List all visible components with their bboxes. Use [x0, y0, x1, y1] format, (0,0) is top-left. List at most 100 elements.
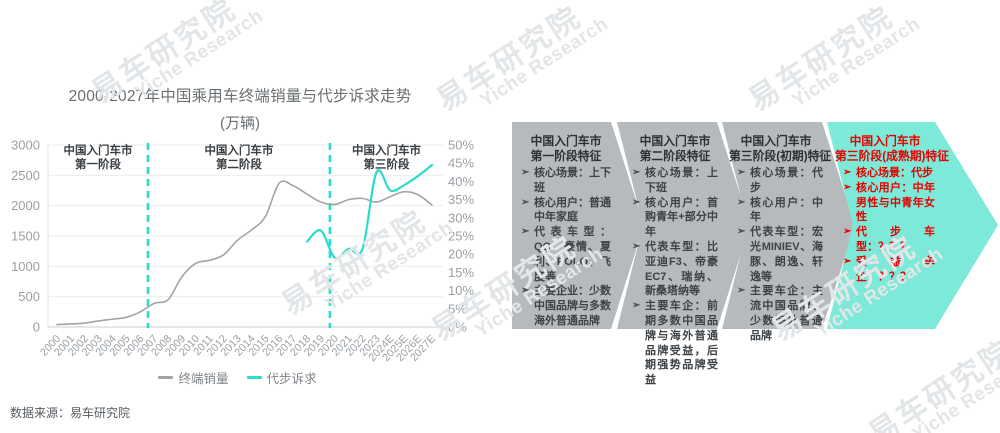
bullet-arrow-icon: ➢ [737, 196, 746, 208]
svg-text:第一阶段: 第一阶段 [75, 157, 121, 171]
panel-bullet-item: ➢ 代表车型：比亚迪F3、帝豪EC7、瑞纳、新桑塔纳等 [632, 240, 718, 299]
bullet-arrow-icon: ➢ [632, 167, 641, 178]
panel-bullet-item: ➢ 核心场景：代步 [737, 166, 823, 196]
watermark: 易车研究院 Yiche Research [766, 230, 948, 348]
bullet-text: 核心用户：普通中年家庭 [534, 196, 611, 224]
svg-text:第三阶段: 第三阶段 [363, 157, 409, 171]
panel-bullet-list: ➢ 核心场景：代步 ➢ 核心用户：中年 ➢ 代表车型：宏光MINIEV、海豚、朗逸、轩逸等… [737, 166, 823, 344]
bullet-arrow-icon: ➢ [843, 167, 852, 178]
svg-text:20%: 20% [448, 247, 474, 262]
bullet-arrow-icon: ➢ [521, 196, 530, 208]
bullet-arrow-icon: ➢ [843, 226, 852, 238]
panel-bullet-item: ➢ 主要车企：前期多数中国品牌与海外普通品牌受益，后期强势品牌受益 [632, 299, 718, 388]
svg-text:5%: 5% [448, 301, 467, 316]
bullet-text: 核心场景：代步 [856, 167, 933, 179]
data-source-note: 数据来源：易车研究院 [10, 406, 131, 420]
bullet-text: 代步车型：？？？ [856, 226, 935, 253]
watermark: 易车研究院 Yiche Research [863, 334, 1000, 433]
bullet-text: 核心场景：代步 [750, 167, 823, 194]
bullet-arrow-icon: ➢ [521, 285, 530, 297]
bullet-text: 核心场景：上下班 [645, 167, 718, 194]
chart-title: 2000-2027年中国乘用车终端销量与代步诉求走势 (万辆) [15, 84, 465, 133]
bullet-text: 核心用户：首购青年+部分中年 [645, 196, 718, 239]
panel-arrow-shape [827, 122, 998, 329]
chart-title-text: 2000-2027年中国乘用车终端销量与代步诉求走势 [68, 88, 412, 105]
bullet-arrow-icon: ➢ [521, 226, 530, 238]
legend-item: 代步诉求 [246, 368, 317, 387]
svg-text:40%: 40% [448, 174, 474, 189]
svg-text:2500: 2500 [11, 168, 40, 183]
bullet-arrow-icon: ➢ [632, 300, 641, 312]
svg-text:10%: 10% [448, 283, 474, 298]
svg-text:500: 500 [18, 289, 40, 304]
svg-text:15%: 15% [448, 265, 474, 280]
panel-bullet-item: ➢ 核心场景：代步 [843, 166, 935, 181]
panel-stage3-early-features: 中国入门车市 第三阶段(初期)特征 ➢ 核心场景：代步 ➢ 核心用户：中年 ➢ 代表车型：… [722, 122, 858, 342]
legend-dash-icon [246, 376, 262, 379]
panel-title: 中国入门车市 第一阶段特征 [530, 134, 602, 163]
bullet-text: 核心用户：中年男性与中青年女性 [856, 181, 935, 224]
bullet-text: 代表车型：宏光MINIEV、海豚、朗逸、轩逸等 [750, 226, 823, 283]
chart-legend: 终端销量 代步诉求 [0, 368, 475, 387]
svg-text:50%: 50% [448, 138, 474, 153]
panel-arrow-shape [617, 122, 750, 329]
svg-text:1500: 1500 [11, 229, 40, 244]
panel-bullet-item: ➢ 核心用户：中年男性与中青年女性 [843, 181, 935, 225]
svg-text:25%: 25% [448, 229, 474, 244]
bullet-arrow-icon: ➢ [737, 167, 746, 178]
chart-svg: 0 500 1000 1500 2000 2500 3000 0% 5% 10% 15% 20% 25%… [11, 138, 474, 364]
panel-arrow-shape [722, 122, 855, 329]
bullet-text: 受益车企：？？？ [856, 255, 935, 283]
panel-title: 中国入门车市 第二阶段特征 [639, 134, 711, 163]
panel-bullet-list: ➢ 核心场景：上下班 ➢ 核心用户：普通中年家庭 ➢ 代表车型：QQ、豪情、夏利、POLO… [521, 166, 611, 329]
panel-bullet-item: ➢ 核心场景：上下班 [632, 166, 718, 196]
svg-text:30%: 30% [448, 210, 474, 225]
panel-bullet-item: ➢ 代表车型：宏光MINIEV、海豚、朗逸、轩逸等 [737, 225, 823, 284]
legend-dash-icon [158, 376, 174, 379]
legend-label: 终端销量 [178, 372, 229, 386]
panel-bullet-item: ➢ 核心场景：上下班 [521, 166, 611, 196]
bullet-arrow-icon: ➢ [632, 196, 641, 208]
bullet-text: 主要车企：主流中国品牌、少数海外普通品牌 [750, 285, 823, 342]
bullet-text: 核心用户：中年 [750, 196, 823, 224]
panel-stage3-mature-features: 中国入门车市 第三阶段(成熟期)特征 ➢ 核心场景：代步 ➢ 核心用户：中年男性与中青… [827, 122, 1000, 329]
bullet-text: 主要企业：少数中国品牌与多数海外普通品牌 [534, 285, 611, 327]
chart-unit-label: (万辆) [220, 115, 260, 132]
panel-stage2-features: 中国入门车市 第二阶段特征 ➢ 核心场景：上下班 ➢ 核心用户：首购青年+部分中年 ➢ 代… [617, 122, 753, 386]
panel-bullet-item: ➢ 代步车型：？？？ [843, 225, 935, 255]
watermark: 易车研究院 Yiche Research [743, 0, 925, 118]
svg-text:3000: 3000 [11, 138, 40, 153]
panel-bullet-list: ➢ 核心场景：上下班 ➢ 核心用户：首购青年+部分中年 ➢ 代表车型：比亚迪F3、帝豪EC… [632, 166, 718, 388]
svg-text:45%: 45% [448, 156, 474, 171]
bullet-arrow-icon: ➢ [843, 255, 852, 267]
svg-text:2000: 2000 [11, 198, 40, 213]
panel-stage1-features: 中国入门车市 第一阶段特征 ➢ 核心场景：上下班 ➢ 核心用户：普通中年家庭 ➢ 代表车型… [512, 122, 646, 329]
sales-demand-line-chart: 0 500 1000 1500 2000 2500 3000 0% 5% 10% 15% 20% 25%… [0, 130, 475, 400]
panel-arrow-shape [512, 122, 644, 329]
bullet-arrow-icon: ➢ [843, 181, 852, 193]
panel-bullet-item: ➢ 核心用户：首购青年+部分中年 [632, 196, 718, 240]
panel-title: 中国入门车市 第三阶段(成熟期)特征 [835, 134, 950, 163]
panel-bullet-list: ➢ 核心场景：代步 ➢ 核心用户：中年男性与中青年女性 ➢ 代步车型：？？？ ➢ 受益车企：？… [843, 166, 935, 284]
panel-bullet-item: ➢ 主要企业：少数中国品牌与多数海外普通品牌 [521, 284, 611, 328]
svg-text:中国入门车市: 中国入门车市 [63, 143, 132, 157]
svg-text:1000: 1000 [11, 259, 40, 274]
svg-text:35%: 35% [448, 192, 474, 207]
panel-bullet-item: ➢ 核心用户：中年 [737, 196, 823, 226]
legend-label: 代步诉求 [266, 372, 317, 386]
panel-bullet-item: ➢ 受益车企：？？？ [843, 255, 935, 285]
bullet-text: 代表车型：比亚迪F3、帝豪EC7、瑞纳、新桑塔纳等 [645, 240, 718, 298]
panel-bullet-item: ➢ 代表车型：QQ、豪情、夏利、POLO、飞度等 [521, 225, 611, 284]
bullet-text: 核心场景：上下班 [534, 167, 611, 194]
bullet-text: 主要车企：前期多数中国品牌与海外普通品牌受益，后期强势品牌受益 [645, 300, 718, 387]
bullet-arrow-icon: ➢ [521, 167, 530, 178]
bullet-text: 代表车型：QQ、豪情、夏利、POLO、飞度等 [534, 226, 611, 283]
panel-bullet-item: ➢ 核心用户：普通中年家庭 [521, 196, 611, 226]
svg-text:中国入门车市: 中国入门车市 [352, 143, 421, 157]
panel-bullet-item: ➢ 主要车企：主流中国品牌、少数海外普通品牌 [737, 284, 823, 343]
bullet-arrow-icon: ➢ [737, 285, 746, 297]
bullet-arrow-icon: ➢ [632, 240, 641, 252]
svg-text:第二阶段: 第二阶段 [216, 157, 262, 171]
panel-title: 中国入门车市 第三阶段(初期)特征 [729, 134, 832, 163]
